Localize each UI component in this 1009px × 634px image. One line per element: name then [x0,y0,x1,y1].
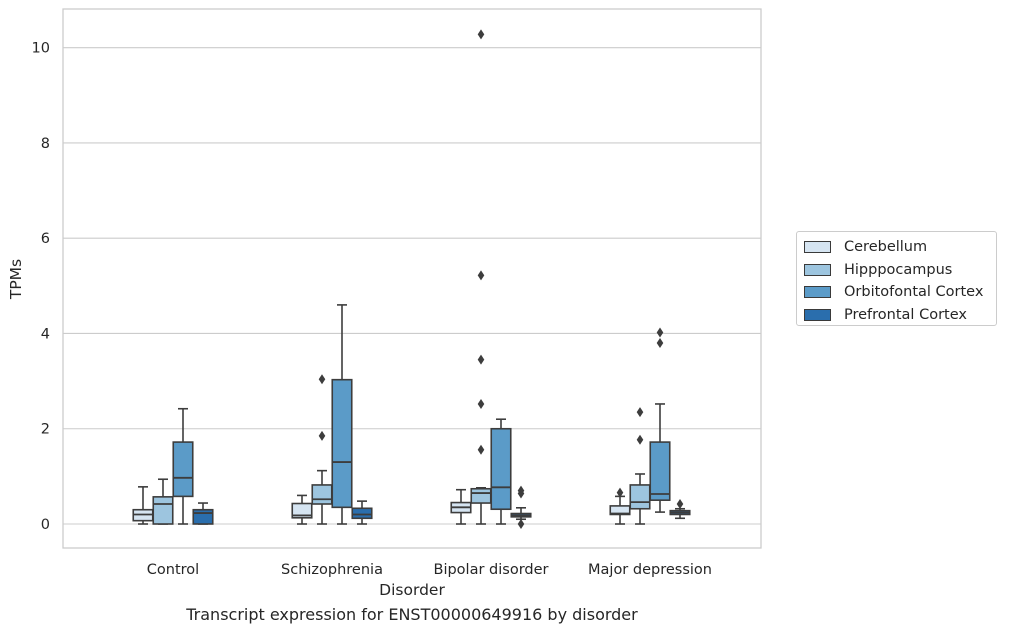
legend-item: Cerebellum [797,236,996,259]
box-series [132,29,691,529]
y-tick-label: 4 [41,326,50,342]
outlier-point [517,519,525,529]
box [172,441,194,498]
box-group [311,374,333,525]
y-tick-label: 2 [41,422,50,438]
outlier-point [477,354,485,365]
box-group [470,29,492,525]
box-group [152,478,174,525]
box [351,507,373,520]
box-group [172,407,194,525]
box [649,441,671,501]
box [331,378,353,509]
x-axis-title: Disorder [379,581,445,599]
legend-swatch [804,308,831,321]
outlier-point [477,270,485,281]
box-group [351,500,373,525]
box-group [450,488,472,525]
box-group [669,498,691,520]
legend-label: Orbitofontal Cortex [844,284,984,301]
box [470,487,492,504]
outlier-point [676,498,684,509]
outlier-point [517,485,525,496]
box [629,484,651,510]
box [311,484,333,505]
legend-item: Hipppocampus [797,259,996,282]
box-group [510,485,532,529]
legend-item: Prefrontal Cortex [797,304,996,327]
box-group [490,418,512,525]
box [291,502,313,519]
outlier-point [477,398,485,409]
outlier-point [318,374,326,385]
outlier-point [656,327,664,338]
outlier-point [636,434,644,445]
y-tick-label: 6 [41,231,50,247]
box-group [649,327,671,513]
x-tick-label: Bipolar disorder [434,562,549,578]
figure-caption: Transcript expression for ENST0000064991… [186,605,638,624]
x-tick-label: Major depression [588,562,712,578]
legend-swatch [804,241,831,254]
plot-frame [62,8,762,549]
x-tick-label: Control [147,562,199,578]
box [490,427,512,511]
outlier-point [318,430,326,441]
box-group [331,304,353,525]
box-group [132,486,154,525]
y-tick-label: 0 [41,517,50,533]
legend-label: Cerebellum [844,239,928,256]
y-tick-label: 8 [41,136,50,152]
legend-swatch [804,286,831,299]
outlier-point [656,338,664,349]
y-tick-label: 10 [32,41,50,57]
y-axis-title: TPMs [7,259,25,300]
outlier-point [477,444,485,455]
legend-label: Prefrontal Cortex [844,306,967,323]
outlier-point [616,487,624,498]
box-group [629,407,651,525]
box [609,505,631,516]
box-group [609,487,631,525]
box [192,508,214,525]
legend-swatch [804,263,831,276]
legend-item: Orbitofontal Cortex [797,281,996,304]
box-group [192,502,214,525]
box-group [291,494,313,525]
outlier-point [636,407,644,418]
box [152,496,174,525]
x-tick-label: Schizophrenia [281,562,383,578]
legend: Cerebellum Hipppocampus Orbitofontal Corte… [796,231,997,326]
legend-label: Hipppocampus [844,261,953,278]
outlier-point [477,29,485,40]
tick-labels: 0 2 4 6 8 10 Control Schizophrenia Bipolar disor… [32,41,712,578]
